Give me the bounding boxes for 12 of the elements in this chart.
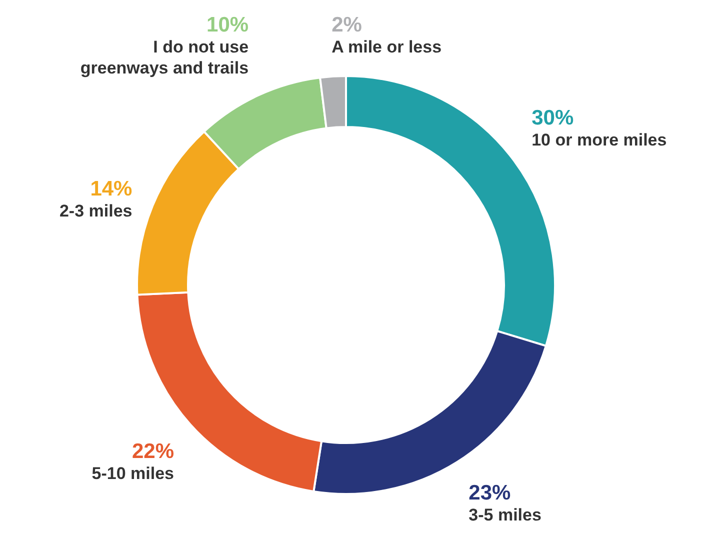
- slice-label: 3-5 miles: [468, 506, 542, 525]
- slice-label: I do not use greenways and trails: [80, 38, 249, 78]
- data-label: 2%: [332, 13, 362, 36]
- data-label: 22%: [132, 440, 174, 464]
- data-label: 23%: [468, 482, 512, 505]
- slice-label: A mile or less: [332, 37, 442, 56]
- slice-label: 10 or more miles: [532, 130, 667, 150]
- data-label: 10%: [206, 14, 249, 37]
- slice-label: 5-10 miles: [92, 464, 174, 484]
- slice-label: 2-3 miles: [59, 201, 132, 220]
- data-label: 14%: [90, 177, 133, 200]
- data-label: 30%: [532, 106, 574, 130]
